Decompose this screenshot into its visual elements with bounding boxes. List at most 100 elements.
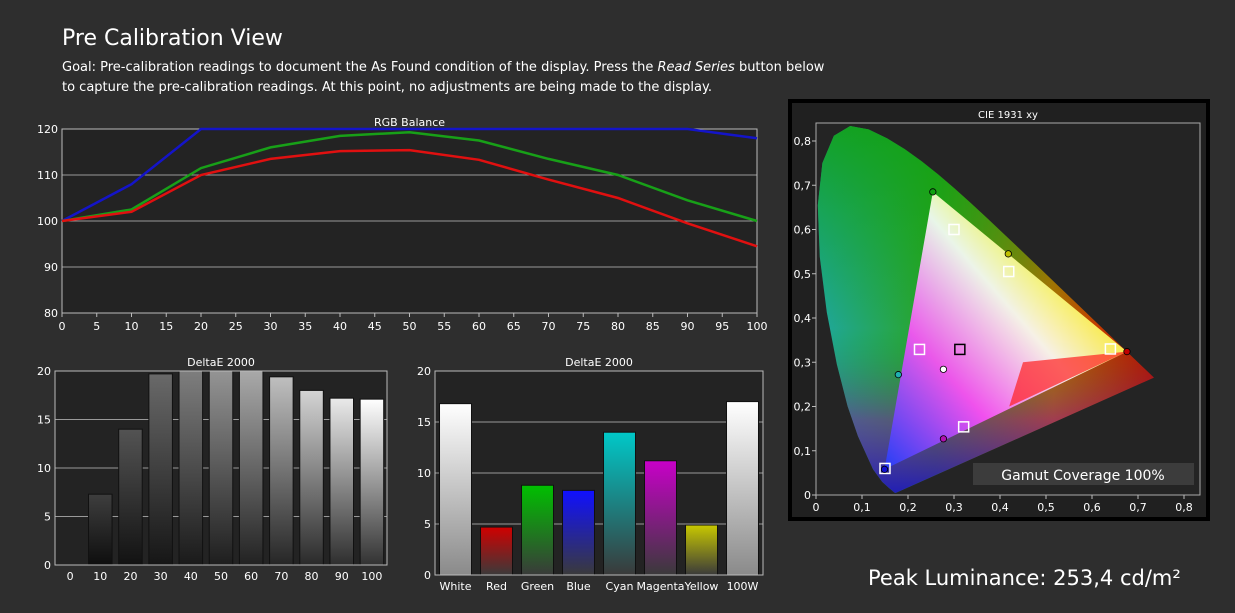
color-bar-xtick-label: White xyxy=(440,580,472,593)
rgb-chart-title: RGB Balance xyxy=(374,116,445,129)
cie-ytick-label: 0,6 xyxy=(794,224,812,237)
cie-measured-magenta xyxy=(939,435,948,443)
cie-xtick-label: 0,1 xyxy=(853,501,871,514)
gray-bar-ytick-label: 5 xyxy=(44,511,51,524)
cie-xtick-label: 0 xyxy=(813,501,820,514)
color-bar-ytick-label: 10 xyxy=(417,467,431,480)
gray-bar-xtick-label: 90 xyxy=(335,570,349,583)
rgb-xtick-label: 65 xyxy=(507,320,521,333)
cie-gamut-red-region xyxy=(1009,351,1127,407)
cie-ytick-label: 0,1 xyxy=(794,445,812,458)
rgb-xtick-label: 45 xyxy=(368,320,382,333)
rgb-xtick-label: 85 xyxy=(646,320,660,333)
rgb-xtick-label: 55 xyxy=(437,320,451,333)
color-bar-bar xyxy=(726,401,759,576)
rgb-series-line-2 xyxy=(61,148,758,248)
rgb-xtick-label: 80 xyxy=(611,320,625,333)
cie-target-red xyxy=(1104,343,1117,355)
gray-bar-xtick-label: 0 xyxy=(67,570,74,583)
cie-ytick-label: 0,5 xyxy=(794,268,812,281)
color-bar-ytick-label: 15 xyxy=(417,416,431,429)
color-bar-xtick-label: Cyan xyxy=(606,580,634,593)
cie-xtick-label: 0,2 xyxy=(899,501,917,514)
gamut-coverage-label: Gamut Coverage 100% xyxy=(1001,468,1164,484)
cie-xtick-label: 0,4 xyxy=(991,501,1009,514)
cie-ytick-label: 0,8 xyxy=(794,135,812,148)
rgb-xtick-label: 5 xyxy=(93,320,100,333)
cie-gamut-triangle xyxy=(884,191,1127,470)
color-bar-ytick-label: 0 xyxy=(424,569,431,582)
rgb-xtick-label: 35 xyxy=(298,320,312,333)
cie-xtick-label: 0,5 xyxy=(1037,501,1055,514)
gray-bar-plot-frame xyxy=(54,370,388,566)
gray-bar-ytick-label: 10 xyxy=(37,462,51,475)
cie-ytick-label: 0,2 xyxy=(794,401,812,414)
color-bar-xtick-label: Green xyxy=(521,580,554,593)
rgb-xtick-label: 25 xyxy=(229,320,243,333)
rgb-xtick-label: 50 xyxy=(403,320,417,333)
color-bar-xtick-label: Magenta xyxy=(636,580,684,593)
gamut-coverage-box xyxy=(973,463,1194,485)
gray-bar-ytick-label: 0 xyxy=(44,559,51,572)
gray-bar-xtick-label: 30 xyxy=(154,570,168,583)
rgb-series-line-1 xyxy=(61,130,758,223)
goal-prefix: Goal: Pre-calibration readings to docume… xyxy=(62,60,658,75)
gray-bar-ytick-label: 20 xyxy=(37,365,51,378)
cie-target-white xyxy=(954,343,966,356)
cie-target-green xyxy=(948,223,960,236)
color-bar-bar xyxy=(644,460,677,576)
rgb-xtick-label: 40 xyxy=(333,320,347,333)
rgb-xtick-label: 95 xyxy=(715,320,729,333)
color-bar-xtick-label: Yellow xyxy=(684,580,719,593)
color-bar-bar xyxy=(521,484,554,576)
gray-bar-xtick-label: 50 xyxy=(214,570,228,583)
rgb-xtick-label: 10 xyxy=(125,320,139,333)
rgb-xtick-label: 70 xyxy=(542,320,556,333)
color-bar-xtick-label: Red xyxy=(486,580,507,593)
cie-measured-cyan xyxy=(894,371,902,379)
gray-bar-xtick-label: 10 xyxy=(93,570,107,583)
rgb-ytick-label: 100 xyxy=(37,215,58,228)
gray-bar-xtick-label: 60 xyxy=(244,570,258,583)
read-series-emphasis: Read Series xyxy=(657,60,735,75)
cie-ytick-label: 0,4 xyxy=(794,312,812,325)
goal-text: Goal: Pre-calibration readings to docume… xyxy=(62,58,832,98)
color-bar-ytick-label: 20 xyxy=(417,365,431,378)
rgb-series-line-0 xyxy=(61,127,758,223)
peak-luminance: Peak Luminance: 253,4 cd/m² xyxy=(868,566,1181,590)
rgb-ytick-label: 80 xyxy=(44,307,58,320)
color-bar-plot-frame xyxy=(434,370,764,576)
rgb-xtick-label: 60 xyxy=(472,320,486,333)
gray-bar-xtick-label: 40 xyxy=(184,570,198,583)
cie-measured-green xyxy=(929,188,937,196)
rgb-xtick-label: 75 xyxy=(576,320,590,333)
color-bar-title: DeltaE 2000 xyxy=(565,356,633,369)
cie-xtick-label: 0,7 xyxy=(1129,501,1147,514)
rgb-ytick-label: 110 xyxy=(37,169,58,182)
cie-target-yellow xyxy=(1002,265,1015,278)
gray-bar-xtick-label: 20 xyxy=(123,570,137,583)
cie-measured-white xyxy=(939,365,948,373)
gray-bar-xtick-label: 100 xyxy=(361,570,382,583)
cie-target-cyan xyxy=(913,343,926,356)
cie-ytick-label: 0,3 xyxy=(794,356,812,369)
gray-bar-title: DeltaE 2000 xyxy=(187,356,255,369)
rgb-xtick-label: 30 xyxy=(264,320,278,333)
cie-target-blue xyxy=(879,462,891,475)
cie-title: CIE 1931 xy xyxy=(978,110,1038,121)
cie-measured-red xyxy=(1123,348,1131,356)
gray-bar-xtick-label: 70 xyxy=(274,570,288,583)
page-title: Pre Calibration View xyxy=(62,26,283,51)
color-bar-bar xyxy=(480,526,513,576)
cie-ytick-label: 0 xyxy=(804,489,811,502)
cie-ytick-label: 0,7 xyxy=(794,179,812,192)
rgb-ytick-label: 120 xyxy=(37,123,58,136)
cie-xtick-label: 0,3 xyxy=(945,501,963,514)
color-bar-xtick-label: Blue xyxy=(566,580,591,593)
cie-xtick-label: 0,6 xyxy=(1083,501,1101,514)
color-bar-xtick-label: 100W xyxy=(727,580,759,593)
